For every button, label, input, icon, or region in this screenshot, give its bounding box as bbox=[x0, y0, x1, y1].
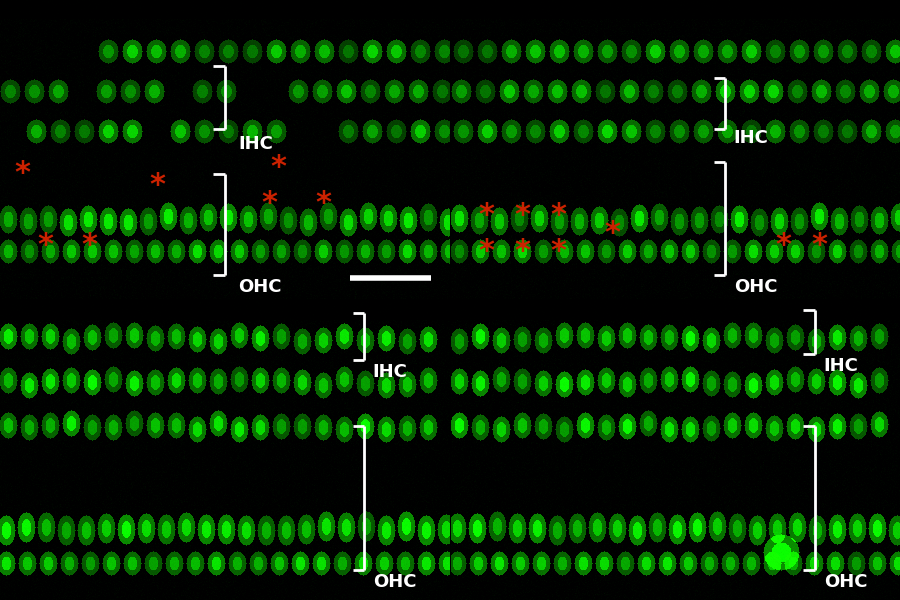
Text: *: * bbox=[775, 231, 791, 260]
Text: *: * bbox=[37, 231, 53, 260]
Text: *: * bbox=[811, 231, 827, 260]
Text: *: * bbox=[149, 171, 166, 200]
Text: IHC: IHC bbox=[734, 129, 769, 147]
Text: OHC: OHC bbox=[373, 573, 417, 591]
Text: *: * bbox=[479, 237, 495, 266]
Text: *: * bbox=[315, 189, 331, 218]
Text: *: * bbox=[270, 153, 286, 182]
Text: OHC: OHC bbox=[734, 278, 778, 296]
Text: OHC: OHC bbox=[238, 278, 282, 296]
Text: *: * bbox=[551, 237, 567, 266]
Text: IHC: IHC bbox=[373, 364, 408, 382]
Text: OHC: OHC bbox=[824, 573, 868, 591]
Text: *: * bbox=[14, 159, 31, 188]
Text: *: * bbox=[551, 201, 567, 230]
Text: IHC: IHC bbox=[238, 135, 273, 153]
Text: IHC: IHC bbox=[824, 358, 859, 376]
Text: *: * bbox=[479, 201, 495, 230]
Text: *: * bbox=[82, 231, 98, 260]
Text: *: * bbox=[605, 219, 621, 248]
Text: *: * bbox=[515, 237, 531, 266]
Text: *: * bbox=[515, 201, 531, 230]
Text: *: * bbox=[262, 189, 277, 218]
